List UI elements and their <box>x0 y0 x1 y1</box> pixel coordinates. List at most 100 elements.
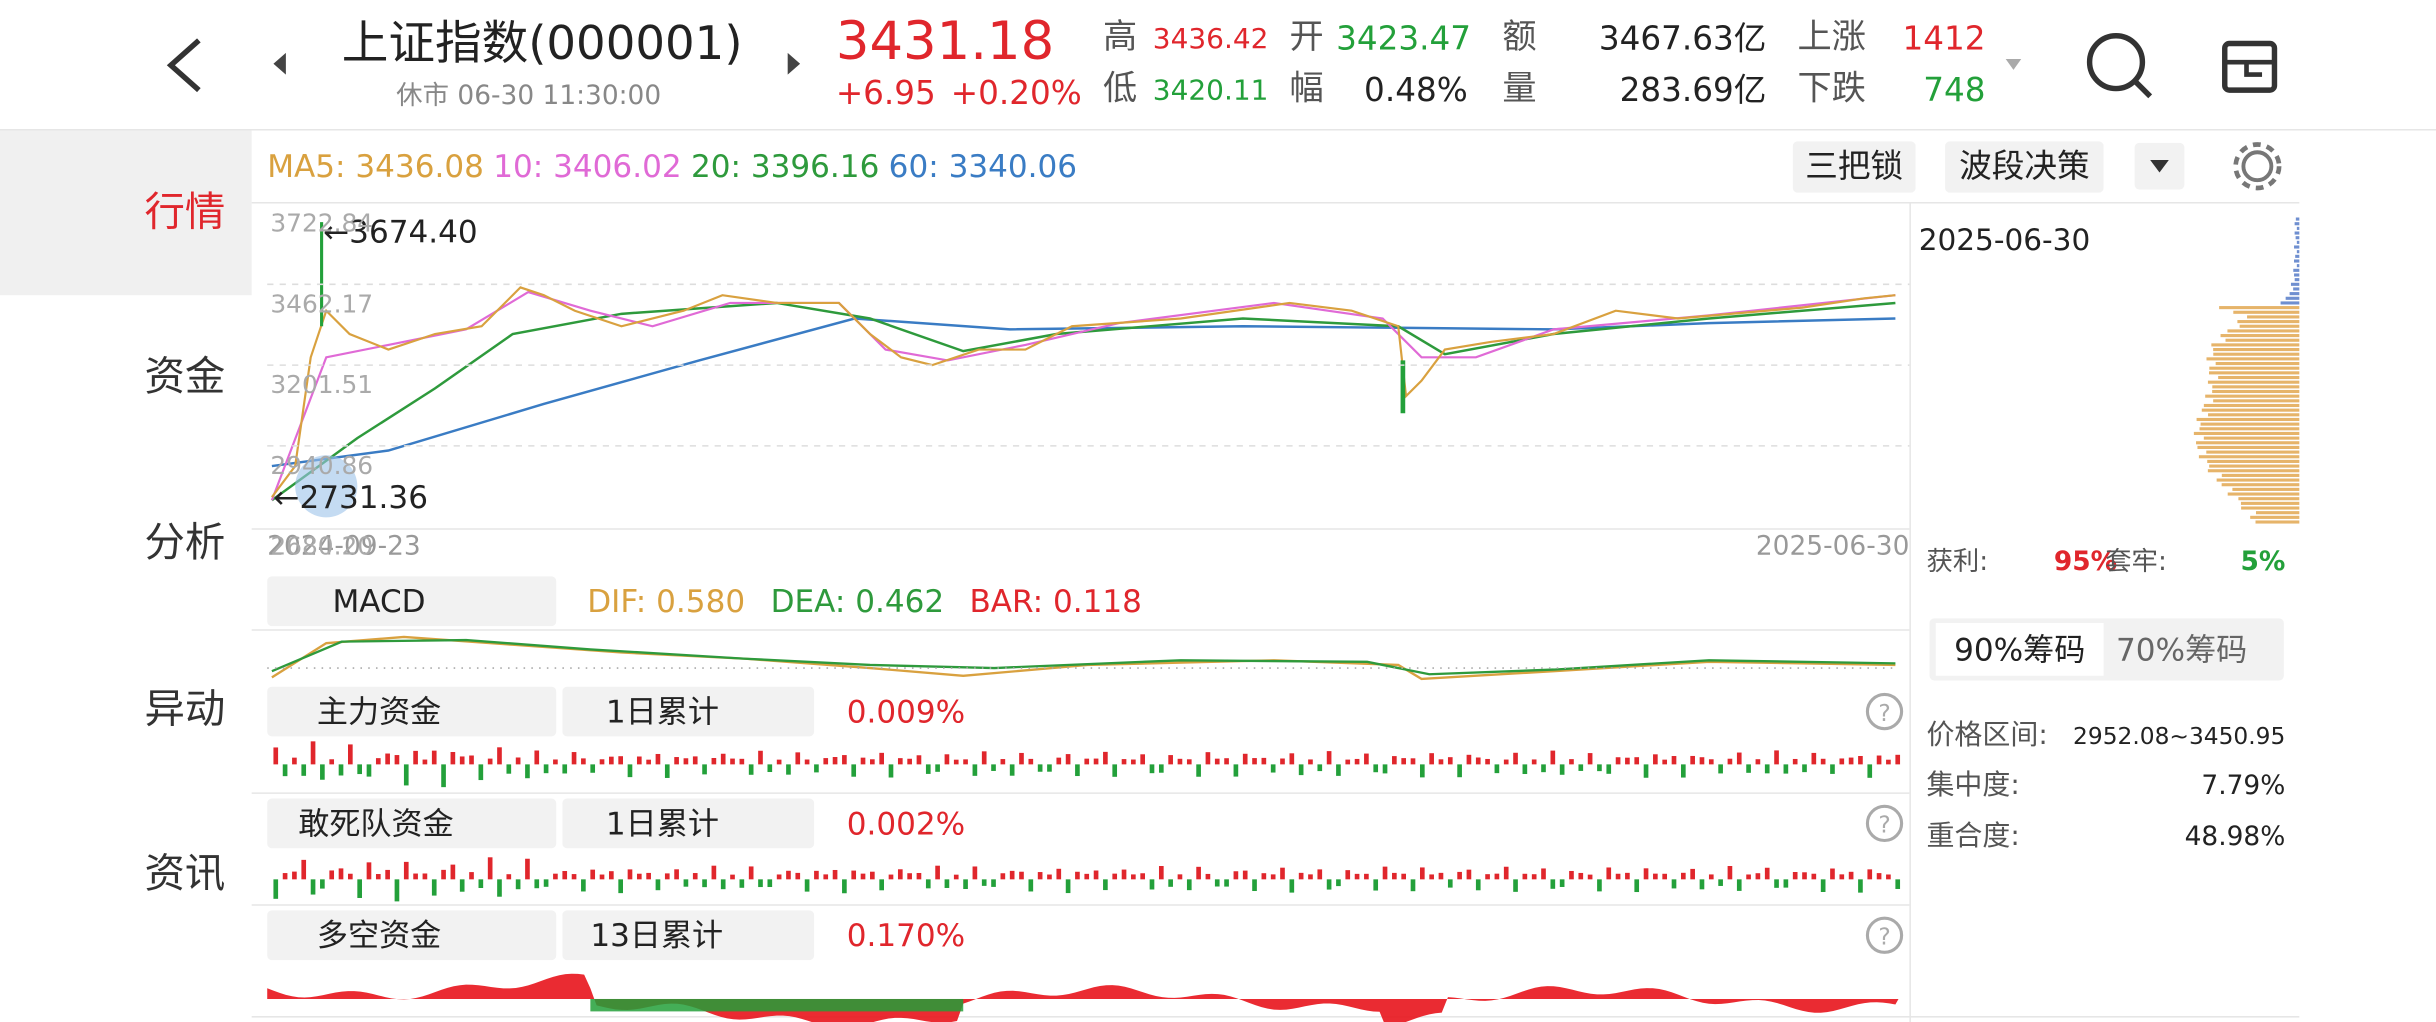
fund-bar <box>1075 871 1080 880</box>
fund-bar <box>1485 874 1490 880</box>
fund-select[interactable] <box>267 798 557 849</box>
fund-bar <box>1028 879 1034 892</box>
fund-bar <box>1075 764 1080 777</box>
ma20-line <box>271 301 1896 502</box>
chip-bar <box>2218 375 2300 380</box>
fund-bar <box>823 758 829 765</box>
fund-bar <box>1541 764 1546 773</box>
fund-bar <box>1802 764 1807 773</box>
fund-bar <box>888 764 894 778</box>
fund-bar <box>590 869 596 880</box>
touch-indicator <box>295 455 358 518</box>
fund-bar <box>1569 759 1574 765</box>
fund-select[interactable] <box>267 686 557 737</box>
price: 3431.18 <box>835 10 1055 74</box>
fund-bar <box>1830 868 1835 880</box>
fund-bar <box>394 755 400 765</box>
chip-bar <box>2209 371 2300 375</box>
chip-tab[interactable]: 70%筹码 <box>2116 630 2248 669</box>
toolbar-button[interactable]: 三把锁 <box>1792 141 1916 193</box>
fund-bar <box>431 750 437 765</box>
sidebar-item[interactable]: 资金 <box>144 354 226 401</box>
fund-bar <box>1662 759 1668 765</box>
fund-bar <box>1541 868 1546 880</box>
fund-bar <box>1680 872 1686 880</box>
fund-bar <box>1093 870 1099 880</box>
fund-bar <box>1755 873 1761 880</box>
fund-bar <box>804 759 810 765</box>
search-icon[interactable] <box>2086 33 2153 99</box>
fund-bar <box>1718 764 1723 774</box>
fund-bar <box>618 756 623 765</box>
fund-area-below <box>590 998 964 1012</box>
fund-bar <box>655 879 661 891</box>
fund-bar <box>1196 866 1201 880</box>
fund-bar <box>1653 873 1658 880</box>
fund-bar <box>459 756 465 765</box>
fund-bar <box>702 764 707 775</box>
fund-bar <box>1242 870 1248 880</box>
fund-bar <box>1326 751 1332 765</box>
help-icon[interactable]: ? <box>1865 804 1904 843</box>
fund-bar <box>832 757 838 765</box>
sidebar-item[interactable]: 资讯 <box>144 851 226 898</box>
fund-bar <box>618 879 623 894</box>
fund-bar <box>1876 873 1882 880</box>
chip-bar <box>2193 431 2300 436</box>
fund-bar <box>1429 753 1434 765</box>
fund-bar <box>1587 753 1593 765</box>
fund-bar <box>1848 757 1854 765</box>
fund-bar <box>692 756 698 765</box>
fund-bar <box>897 758 903 765</box>
fund-bar <box>1186 879 1192 891</box>
fund-bar <box>525 764 530 779</box>
sidebar-item[interactable]: 分析 <box>144 520 226 568</box>
settings-icon[interactable] <box>2233 142 2282 191</box>
fund-bar <box>1131 759 1136 765</box>
sidebar-item[interactable]: 行情 <box>144 189 226 237</box>
next-icon[interactable] <box>787 52 801 75</box>
stat-label: 下跌 <box>1797 69 1866 109</box>
expand-icon[interactable] <box>2005 59 2022 70</box>
indicator-select[interactable] <box>267 576 557 627</box>
fund-area <box>267 973 1899 1022</box>
fund-bar <box>1326 879 1332 890</box>
fund-bar <box>1494 873 1500 880</box>
fund-bar <box>1867 764 1873 778</box>
chip-bar <box>2213 348 2300 352</box>
fund-bar <box>1699 757 1705 765</box>
period-select[interactable] <box>562 798 815 849</box>
period-select[interactable] <box>562 686 815 737</box>
prev-icon[interactable] <box>273 52 286 75</box>
toolbar-button[interactable]: 波段决策 <box>1945 141 2104 193</box>
fund-bar <box>357 764 362 775</box>
fund-name: 敢死队资金 <box>298 804 454 843</box>
help-icon[interactable]: ? <box>1865 692 1904 731</box>
stat-value: 3420.11 <box>1152 74 1269 108</box>
fund-bar <box>1569 870 1574 880</box>
fund-bar <box>953 759 959 765</box>
fund-bar <box>1233 871 1239 880</box>
fund-bar <box>292 871 297 880</box>
fund-bar <box>1457 764 1462 778</box>
chip-bar <box>2211 343 2300 347</box>
stat-value: 748 <box>1923 71 1986 109</box>
chip-bar <box>2225 338 2300 342</box>
box-icon[interactable] <box>2222 40 2278 93</box>
chip-bar <box>2238 497 2300 501</box>
fund-bar <box>925 879 931 889</box>
chip-bar <box>2207 469 2300 473</box>
period-select[interactable] <box>562 910 815 961</box>
fund-select[interactable] <box>267 910 557 961</box>
fund-bar <box>329 870 335 880</box>
ma10-line <box>270 290 1896 501</box>
help-icon[interactable]: ? <box>1865 916 1904 954</box>
fund-bar <box>1858 879 1863 893</box>
sidebar-item[interactable]: 异动 <box>144 686 226 734</box>
chip-tab[interactable]: 90%筹码 <box>1935 622 2104 676</box>
fund-bar <box>1112 873 1118 880</box>
chip-bar <box>2197 445 2300 449</box>
fund-bar <box>795 872 801 880</box>
fund-bar <box>506 874 512 880</box>
back-icon[interactable] <box>166 38 201 93</box>
